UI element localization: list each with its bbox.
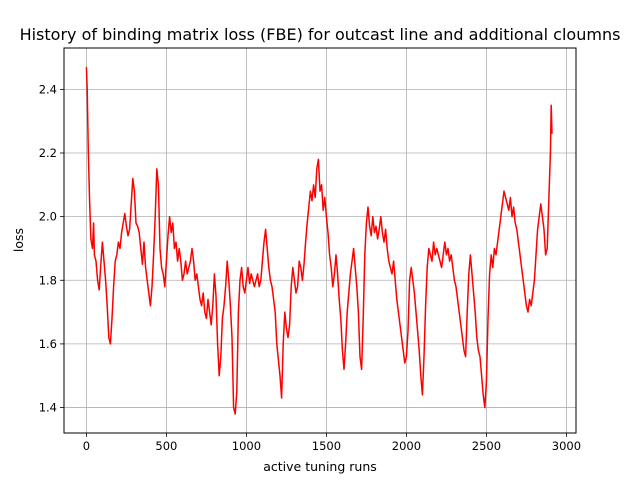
y-tick-label: 1.6 [39, 337, 57, 351]
y-tick-label: 1.8 [39, 273, 57, 287]
y-tick-label: 1.4 [39, 401, 57, 415]
loss-series-line [85, 67, 553, 415]
x-tick-label: 1500 [312, 439, 341, 453]
y-tick-label: 2.2 [39, 146, 57, 160]
series-layer [85, 67, 553, 415]
x-tick-label: 2500 [472, 439, 501, 453]
x-tick-label: 3000 [552, 439, 581, 453]
y-axis-label: loss [11, 228, 26, 252]
x-tick-label: 1000 [232, 439, 261, 453]
x-tick-label: 2000 [392, 439, 421, 453]
x-tick-label: 500 [155, 439, 177, 453]
y-tick-label: 2.0 [39, 210, 57, 224]
y-axis: 1.4 1.6 1.8 2.0 2.2 2.4 [39, 82, 64, 415]
chart-title: History of binding matrix loss (FBE) for… [20, 25, 621, 44]
y-tick-label: 2.4 [39, 82, 57, 96]
grid-lines [64, 48, 576, 433]
plot-frame [63, 47, 577, 434]
x-axis: 0 500 1000 1500 2000 2500 3000 [83, 433, 581, 453]
x-tick-label: 0 [83, 439, 90, 453]
x-axis-label: active tuning runs [263, 459, 377, 474]
